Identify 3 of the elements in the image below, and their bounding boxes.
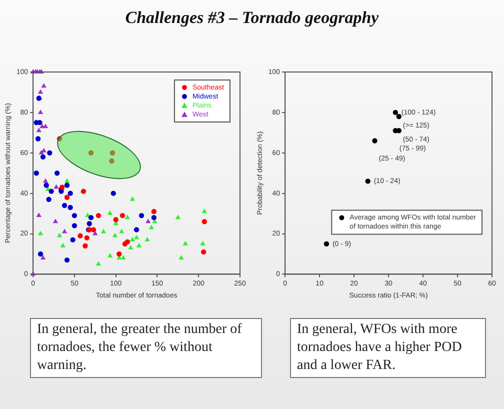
text: In general, the greater the number of tornadoes, the fewer % without warning. <box>30 318 262 378</box>
chart-title: Challenges #3 – Tornado geography <box>124 8 380 28</box>
text: In general, WFOs with more tornadoes have a higher POD and a lower FAR. <box>290 318 486 378</box>
